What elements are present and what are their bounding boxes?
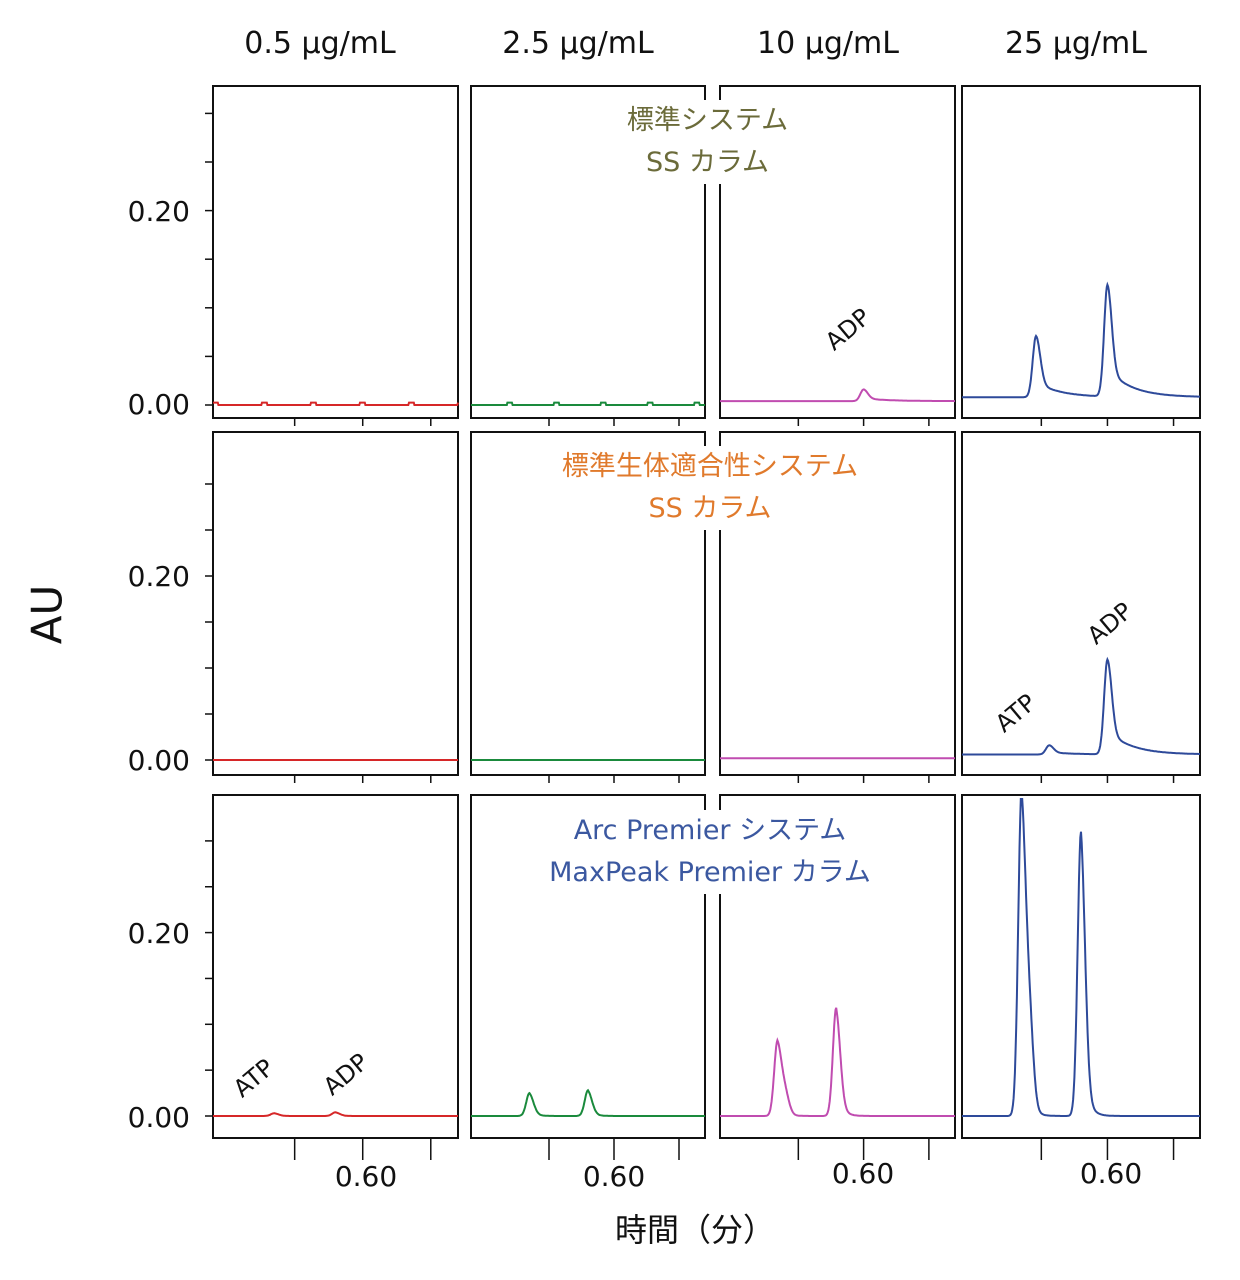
row-title-biocompatible-system-line1: 標準生体適合性システム — [561, 451, 859, 482]
column-header-0-5: 0.5 µg/mL — [244, 26, 396, 61]
y-tick-label-row1-020: 0.20 — [127, 195, 190, 228]
panel-frame-r3-c4 — [961, 794, 1201, 1139]
trace-r1-c1 — [213, 401, 459, 406]
row-title-arc-premier-system: Arc Premier システム MaxPeak Premier カラム — [520, 810, 900, 894]
trace-r1-c3 — [720, 388, 955, 403]
trace-r2-c4 — [962, 656, 1200, 756]
x-tick-label-col2: 0.60 — [582, 1160, 646, 1193]
panel-frame-r3-c2 — [470, 794, 706, 1139]
trace-r1-c4 — [962, 281, 1200, 399]
y-tick-label-row1-000: 0.00 — [127, 388, 190, 421]
panel-frame-r2-c4 — [961, 431, 1201, 776]
row-title-biocompatible-system-line2: SS カラム — [648, 493, 772, 524]
x-axis-title: 時間（分） — [614, 1211, 775, 1249]
row-title-arc-premier-system-line1: Arc Premier システム — [573, 815, 847, 846]
column-header-2-5: 2.5 µg/mL — [502, 26, 654, 61]
panel-frame-r1-c1 — [212, 85, 459, 419]
y-tick-label-row2-000: 0.00 — [127, 744, 190, 777]
y-tick-label-row3-020: 0.20 — [127, 917, 190, 950]
trace-r3-c3 — [720, 1007, 955, 1117]
panel-frame-r1-c4 — [961, 85, 1201, 419]
column-header-25: 25 µg/mL — [1005, 26, 1147, 61]
row-title-standard-system-line1: 標準システム — [626, 105, 789, 136]
column-header-10: 10 µg/mL — [757, 26, 899, 61]
y-axis-title: AU — [22, 584, 72, 645]
y-tick-label-row3-000: 0.00 — [127, 1101, 190, 1134]
x-tick-label-col1: 0.60 — [334, 1160, 398, 1193]
panel-frame-r2-c1 — [212, 431, 459, 776]
trace-r3-c1 — [213, 1111, 458, 1117]
row-title-standard-system-line2: SS カラム — [645, 147, 770, 178]
y-tick-label-row2-020: 0.20 — [127, 560, 190, 593]
panel-frame-r2-c2 — [470, 431, 706, 776]
x-tick-label-col4: 0.60 — [1079, 1157, 1143, 1190]
row-title-standard-system: 標準システム SS カラム — [565, 100, 850, 184]
row-title-arc-premier-system-line2: MaxPeak Premier カラム — [549, 857, 871, 888]
row-title-biocompatible-system: 標準生体適合性システム SS カラム — [535, 446, 885, 530]
trace-r3-c2 — [471, 1088, 705, 1117]
panel-frame-r2-c3 — [719, 431, 956, 776]
panel-frame-r1-c3 — [719, 85, 956, 419]
panel-frame-r3-c1 — [212, 794, 459, 1139]
trace-r1-c2 — [471, 401, 705, 406]
x-tick-label-col3: 0.60 — [831, 1157, 895, 1190]
panel-frame-r3-c3 — [719, 794, 956, 1139]
panel-frame-r1-c2 — [470, 85, 706, 419]
trace-r3-c4 — [962, 798, 1200, 1117]
